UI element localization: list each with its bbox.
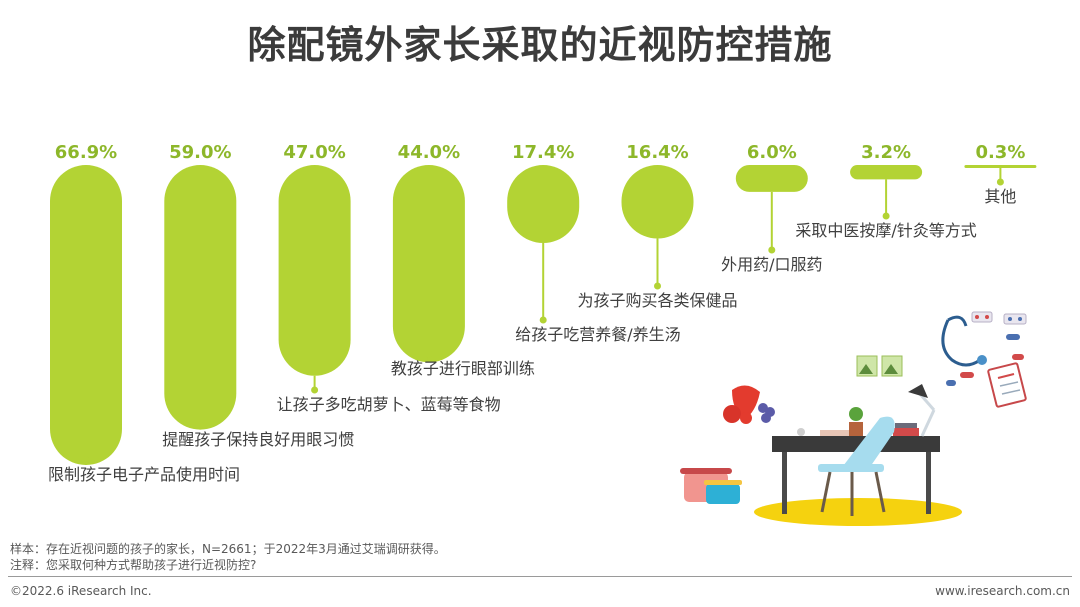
bar-value-label: 44.0% [398,142,460,163]
lamp-icon [908,384,936,437]
bar-value-label: 0.3% [975,142,1025,163]
bar-value-label: 59.0% [169,142,231,163]
leader-dot [768,246,776,254]
category-label: 教孩子进行眼部训练 [391,359,535,378]
leader-dot [82,456,90,464]
category-label: 外用药/口服药 [721,255,822,274]
bar-value-label: 6.0% [747,142,797,163]
category-label: 限制孩子电子产品使用时间 [48,465,240,484]
copyright-text: ©2022.6 iResearch Inc. [10,584,152,598]
leader-dot [882,212,890,220]
pill-icon [946,311,1027,386]
medical-chart-icon [987,362,1027,408]
leader-dot [654,282,661,290]
leader-dot [425,350,433,358]
bar [850,165,923,180]
category-label: 采取中医按摩/针灸等方式 [795,221,976,240]
bar [50,165,122,465]
bar-value-label: 3.2% [861,142,911,163]
stethoscope-icon [941,315,987,367]
category-label: 让孩子多吃胡萝卜、蓝莓等食物 [277,395,501,414]
bar [392,165,465,363]
study-desk-illustration [680,311,1027,526]
bar [164,165,237,430]
leader-dot [196,421,204,429]
bar [507,165,580,244]
leader-dot [311,386,319,394]
chair-icon [818,416,895,516]
bar-value-label: 17.4% [512,142,574,163]
fruit-icon [723,385,775,424]
category-label: 为孩子购买各类保健品 [577,291,737,310]
leader-dot [539,316,547,324]
bar [964,165,1037,168]
footer-divider [8,576,1072,577]
page-title: 除配镜外家长采取的近视防控措施 [247,23,833,67]
category-label: 其他 [984,187,1016,206]
bar [278,165,351,376]
bar [621,165,694,239]
category-label: 提醒孩子保持良好用眼习惯 [162,430,354,449]
question-note: 注释：您采取何种方式帮助孩子进行近视防控? [10,558,257,572]
bar-value-label: 16.4% [626,142,688,163]
bar [735,165,808,192]
leader-dot [996,178,1004,186]
bar-value-label: 47.0% [283,142,345,163]
website-link[interactable]: www.iresearch.com.cn [935,584,1070,598]
sample-note: 样本：存在近视问题的孩子的家长，N=2661；于2022年3月通过艾瑞调研获得。 [10,542,446,556]
desk-icon [772,436,940,452]
category-label: 给孩子吃营养餐/养生汤 [515,325,680,344]
bar-chart: 66.9% 限制孩子电子产品使用时间 59.0% 提醒孩子保持良好用眼习惯 47.0% 让… [48,142,1037,526]
plant-icon [849,422,863,436]
rug-icon [754,498,962,526]
bar-value-label: 66.9% [55,142,117,163]
pot-icon [680,468,742,504]
